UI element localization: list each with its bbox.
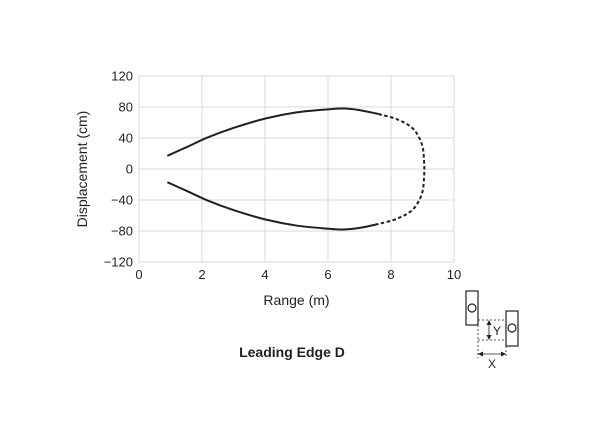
y-arrowhead-bottom <box>486 335 492 340</box>
plot-frame <box>138 75 455 263</box>
y-tick-label: 120 <box>111 69 133 84</box>
x-tick-label: 8 <box>387 267 394 282</box>
x-dimension-label: X <box>488 357 496 371</box>
leading-target-circle <box>467 303 477 313</box>
x-axis-label: Range (m) <box>263 292 329 308</box>
y-tick-labels: 120 80 40 0 −40 −80 −120 <box>104 69 133 270</box>
trailing-target-circle <box>507 323 517 333</box>
x-tick-label: 6 <box>324 267 331 282</box>
x-tick-label: 2 <box>198 267 205 282</box>
y-tick-label: 80 <box>119 100 133 115</box>
y-tick-label: −120 <box>104 255 133 270</box>
x-tick-label: 10 <box>447 267 461 282</box>
x-tick-labels: 0 2 4 6 8 10 <box>135 267 461 282</box>
series-layer <box>166 107 426 231</box>
y-tick-label: 40 <box>119 131 133 146</box>
y-dimension-label: Y <box>493 324 501 338</box>
series-line-2-dashed <box>378 113 426 225</box>
series-line-1-solid <box>166 107 379 157</box>
x-arrowhead-right <box>501 351 506 357</box>
x-tick-label: 4 <box>261 267 268 282</box>
chart-caption: Leading Edge D <box>239 344 345 360</box>
y-arrowhead-top <box>486 320 492 325</box>
x-arrowhead-left <box>478 351 483 357</box>
y-axis-label: Displacement (cm) <box>74 111 90 228</box>
offset-diagram: Y X <box>465 290 519 371</box>
y-tick-label: 0 <box>126 162 133 177</box>
x-tick-label: 0 <box>135 267 142 282</box>
series-line-3-solid <box>166 181 379 231</box>
grid <box>138 75 455 263</box>
y-tick-label: −80 <box>111 224 133 239</box>
y-tick-label: −40 <box>111 193 133 208</box>
